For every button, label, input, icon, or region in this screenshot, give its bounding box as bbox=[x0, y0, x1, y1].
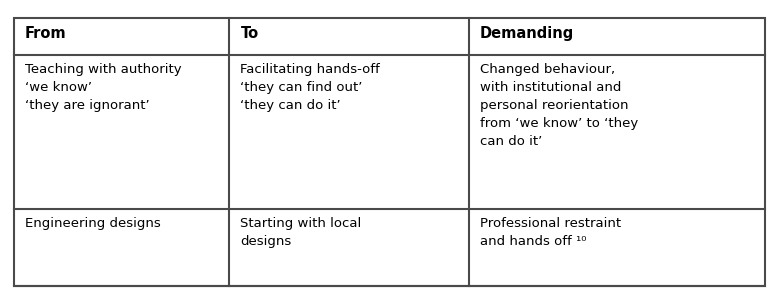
Text: Starting with local
designs: Starting with local designs bbox=[241, 218, 361, 249]
Bar bbox=[230, 209, 469, 286]
Text: Changed behaviour,
with institutional and
personal reorientation
from ‘we know’ : Changed behaviour, with institutional an… bbox=[480, 63, 638, 148]
Bar bbox=[469, 18, 765, 55]
Bar bbox=[14, 18, 765, 286]
Text: Demanding: Demanding bbox=[480, 26, 574, 41]
Bar bbox=[230, 18, 469, 55]
Bar bbox=[469, 209, 765, 286]
Bar bbox=[14, 55, 230, 209]
Text: Teaching with authority
‘we know’
‘they are ignorant’: Teaching with authority ‘we know’ ‘they … bbox=[25, 63, 182, 112]
Text: Facilitating hands-off
‘they can find out’
‘they can do it’: Facilitating hands-off ‘they can find ou… bbox=[241, 63, 380, 112]
Text: From: From bbox=[25, 26, 66, 41]
Text: To: To bbox=[241, 26, 259, 41]
Bar bbox=[14, 209, 230, 286]
Bar bbox=[230, 55, 469, 209]
Text: Engineering designs: Engineering designs bbox=[25, 218, 160, 230]
Bar bbox=[14, 18, 230, 55]
Text: Professional restraint
and hands off ¹⁰: Professional restraint and hands off ¹⁰ bbox=[480, 218, 621, 249]
Bar bbox=[469, 55, 765, 209]
